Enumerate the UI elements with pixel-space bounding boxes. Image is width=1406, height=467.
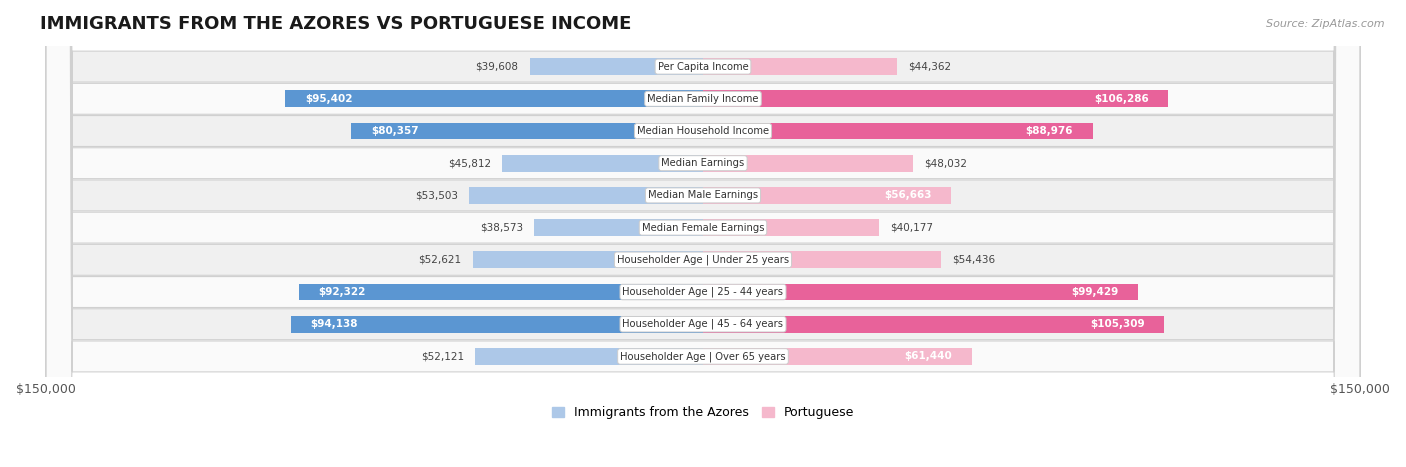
Bar xyxy=(502,155,703,171)
FancyBboxPatch shape xyxy=(46,0,1360,467)
FancyBboxPatch shape xyxy=(46,0,1360,467)
Text: $44,362: $44,362 xyxy=(908,62,952,71)
FancyBboxPatch shape xyxy=(46,0,1360,467)
Text: $95,402: $95,402 xyxy=(305,94,353,104)
Bar xyxy=(703,251,942,268)
Text: Householder Age | 25 - 44 years: Householder Age | 25 - 44 years xyxy=(623,287,783,297)
Text: $92,322: $92,322 xyxy=(318,287,366,297)
Bar xyxy=(298,283,703,300)
Text: $61,440: $61,440 xyxy=(904,352,952,361)
Legend: Immigrants from the Azores, Portuguese: Immigrants from the Azores, Portuguese xyxy=(547,401,859,424)
Bar xyxy=(703,348,972,365)
Bar xyxy=(703,123,1092,139)
Text: Median Male Earnings: Median Male Earnings xyxy=(648,191,758,200)
Bar xyxy=(468,187,703,204)
Text: $105,309: $105,309 xyxy=(1090,319,1144,329)
Text: $48,032: $48,032 xyxy=(924,158,967,168)
Bar xyxy=(703,91,1168,107)
Text: Householder Age | Under 25 years: Householder Age | Under 25 years xyxy=(617,255,789,265)
Text: $106,286: $106,286 xyxy=(1094,94,1149,104)
Bar xyxy=(703,283,1139,300)
Text: $53,503: $53,503 xyxy=(415,191,458,200)
Bar xyxy=(534,219,703,236)
Text: $99,429: $99,429 xyxy=(1071,287,1119,297)
FancyBboxPatch shape xyxy=(46,0,1360,467)
Text: $52,121: $52,121 xyxy=(420,352,464,361)
Bar xyxy=(475,348,703,365)
Text: Source: ZipAtlas.com: Source: ZipAtlas.com xyxy=(1267,19,1385,28)
Text: $94,138: $94,138 xyxy=(311,319,359,329)
FancyBboxPatch shape xyxy=(46,0,1360,467)
Bar xyxy=(703,316,1164,333)
FancyBboxPatch shape xyxy=(46,0,1360,467)
FancyBboxPatch shape xyxy=(46,0,1360,467)
Text: Householder Age | 45 - 64 years: Householder Age | 45 - 64 years xyxy=(623,319,783,330)
Text: Per Capita Income: Per Capita Income xyxy=(658,62,748,71)
Bar xyxy=(703,187,950,204)
Text: Median Household Income: Median Household Income xyxy=(637,126,769,136)
Text: Median Female Earnings: Median Female Earnings xyxy=(641,223,765,233)
Bar xyxy=(703,58,897,75)
Text: $52,621: $52,621 xyxy=(419,255,461,265)
FancyBboxPatch shape xyxy=(46,0,1360,467)
Bar xyxy=(530,58,703,75)
Bar xyxy=(291,316,703,333)
Bar xyxy=(285,91,703,107)
Bar xyxy=(472,251,703,268)
Bar xyxy=(703,155,914,171)
Text: IMMIGRANTS FROM THE AZORES VS PORTUGUESE INCOME: IMMIGRANTS FROM THE AZORES VS PORTUGUESE… xyxy=(39,15,631,33)
Text: Median Family Income: Median Family Income xyxy=(647,94,759,104)
Text: $80,357: $80,357 xyxy=(371,126,419,136)
Text: $39,608: $39,608 xyxy=(475,62,519,71)
Bar xyxy=(703,219,879,236)
Bar xyxy=(352,123,703,139)
FancyBboxPatch shape xyxy=(46,0,1360,467)
Text: $38,573: $38,573 xyxy=(479,223,523,233)
FancyBboxPatch shape xyxy=(46,0,1360,467)
Text: Median Earnings: Median Earnings xyxy=(661,158,745,168)
Text: $40,177: $40,177 xyxy=(890,223,934,233)
Text: $54,436: $54,436 xyxy=(952,255,995,265)
Text: $56,663: $56,663 xyxy=(884,191,931,200)
Text: Householder Age | Over 65 years: Householder Age | Over 65 years xyxy=(620,351,786,361)
Text: $88,976: $88,976 xyxy=(1025,126,1073,136)
Text: $45,812: $45,812 xyxy=(449,158,492,168)
